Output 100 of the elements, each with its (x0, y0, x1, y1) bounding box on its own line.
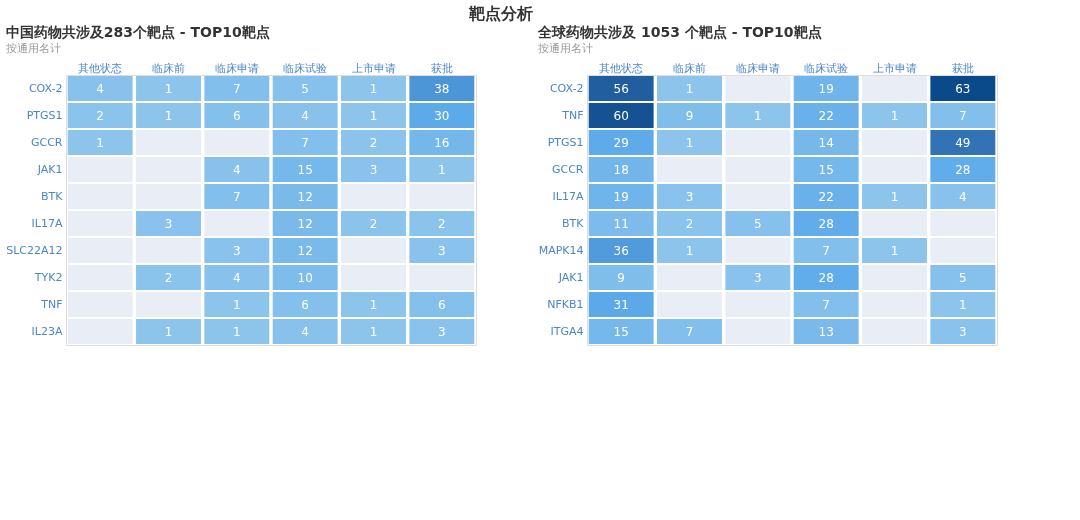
x-tick-label: 获批 (951, 61, 974, 75)
data-label: 16 (434, 135, 450, 150)
data-label: 36 (613, 243, 629, 258)
x-tick-label: 获批 (430, 61, 453, 75)
data-label: 3 (369, 162, 378, 177)
x-tick-label: 临床申请 (735, 61, 780, 75)
data-label: 5 (959, 270, 967, 285)
data-label: 1 (890, 108, 899, 123)
data-label: 1 (685, 243, 694, 258)
data-label: 18 (613, 162, 629, 177)
x-tick-label: 临床申请 (214, 61, 259, 75)
y-tick-label: TNF (561, 108, 584, 122)
data-label: 1 (233, 324, 241, 339)
data-label: 4 (301, 108, 309, 123)
x-tick-label: 上市申请 (351, 61, 396, 75)
data-label: 3 (685, 189, 694, 204)
data-label: 7 (301, 135, 309, 150)
data-label: 5 (301, 81, 309, 96)
y-tick-label: JAK1 (36, 162, 63, 176)
y-tick-label: IL17A (552, 189, 584, 203)
data-label: 9 (685, 108, 694, 123)
y-tick-label: NFKB1 (547, 297, 584, 311)
y-tick-label: BTK (562, 216, 585, 230)
data-label: 7 (959, 108, 967, 123)
chart-title: 全球药物共涉及 1053 个靶点 - TOP10靶点 (537, 24, 822, 40)
data-label: 1 (233, 297, 241, 312)
x-tick-label: 临床试验 (283, 61, 328, 75)
data-label: 4 (233, 162, 241, 177)
data-label: 28 (818, 270, 834, 285)
y-tick-label: BTK (41, 189, 64, 203)
data-label: 3 (164, 216, 173, 231)
data-label: 1 (164, 81, 173, 96)
data-label: 1 (959, 297, 967, 312)
data-label: 3 (233, 243, 241, 258)
data-label: 2 (369, 135, 378, 150)
data-label: 1 (685, 81, 694, 96)
data-label: 19 (818, 81, 834, 96)
data-label: 29 (613, 135, 629, 150)
x-tick-label: 上市申请 (872, 61, 917, 75)
data-label: 1 (890, 189, 899, 204)
data-label: 7 (685, 324, 694, 339)
data-label: 28 (955, 162, 971, 177)
data-label: 2 (96, 108, 104, 123)
y-tick-label: IL23A (31, 324, 63, 338)
data-label: 1 (369, 81, 378, 96)
data-label: 1 (164, 324, 173, 339)
data-label: 6 (438, 297, 446, 312)
data-label: 1 (369, 108, 378, 123)
data-label: 38 (434, 81, 450, 96)
data-label: 1 (164, 108, 173, 123)
data-label: 63 (955, 81, 971, 96)
data-label: 1 (754, 108, 762, 123)
data-label: 9 (617, 270, 625, 285)
data-label: 7 (233, 81, 241, 96)
data-label: 1 (96, 135, 104, 150)
data-label: 15 (297, 162, 313, 177)
data-label: 11 (613, 216, 629, 231)
data-label: 60 (613, 108, 629, 123)
text: 靶点分析 (468, 3, 534, 23)
data-label: 4 (959, 189, 967, 204)
data-label: 3 (438, 324, 446, 339)
data-label: 30 (434, 108, 450, 123)
data-label: 22 (818, 108, 834, 123)
y-tick-label: GCCR (30, 135, 63, 149)
data-label: 7 (233, 189, 241, 204)
data-label: 3 (959, 324, 967, 339)
data-label: 3 (754, 270, 762, 285)
data-label: 4 (96, 81, 104, 96)
data-label: 7 (822, 297, 830, 312)
data-label: 3 (438, 243, 446, 258)
data-label: 56 (613, 81, 629, 96)
y-tick-label: SLC22A12 (6, 243, 63, 257)
data-label: 14 (818, 135, 834, 150)
y-tick-label: PTGS1 (547, 135, 584, 149)
chart-subtitle: 按通用名计 (538, 42, 594, 55)
data-label: 7 (822, 243, 830, 258)
data-label: 1 (438, 162, 446, 177)
data-label: 12 (297, 189, 313, 204)
y-tick-label: GCCR (551, 162, 584, 176)
chart-title: 中国药物共涉及283个靶点 - TOP10靶点 (5, 24, 270, 40)
data-label: 12 (297, 243, 313, 258)
y-tick-label: IL17A (31, 216, 63, 230)
data-label: 19 (613, 189, 629, 204)
data-label: 2 (438, 216, 446, 231)
data-label: 15 (613, 324, 629, 339)
y-tick-label: COX-2 (28, 81, 63, 95)
data-label: 2 (369, 216, 378, 231)
data-label: 49 (955, 135, 971, 150)
data-label: 12 (297, 216, 313, 231)
data-label: 15 (818, 162, 834, 177)
x-tick-label: 其他状态 (78, 61, 123, 75)
y-tick-label: ITGA4 (550, 324, 584, 338)
data-label: 2 (685, 216, 694, 231)
data-label: 6 (301, 297, 309, 312)
y-tick-label: MAPK14 (538, 243, 584, 257)
y-tick-label: PTGS1 (26, 108, 63, 122)
data-label: 28 (818, 216, 834, 231)
x-tick-label: 其他状态 (599, 61, 644, 75)
data-label: 31 (613, 297, 629, 312)
data-label: 13 (818, 324, 834, 339)
